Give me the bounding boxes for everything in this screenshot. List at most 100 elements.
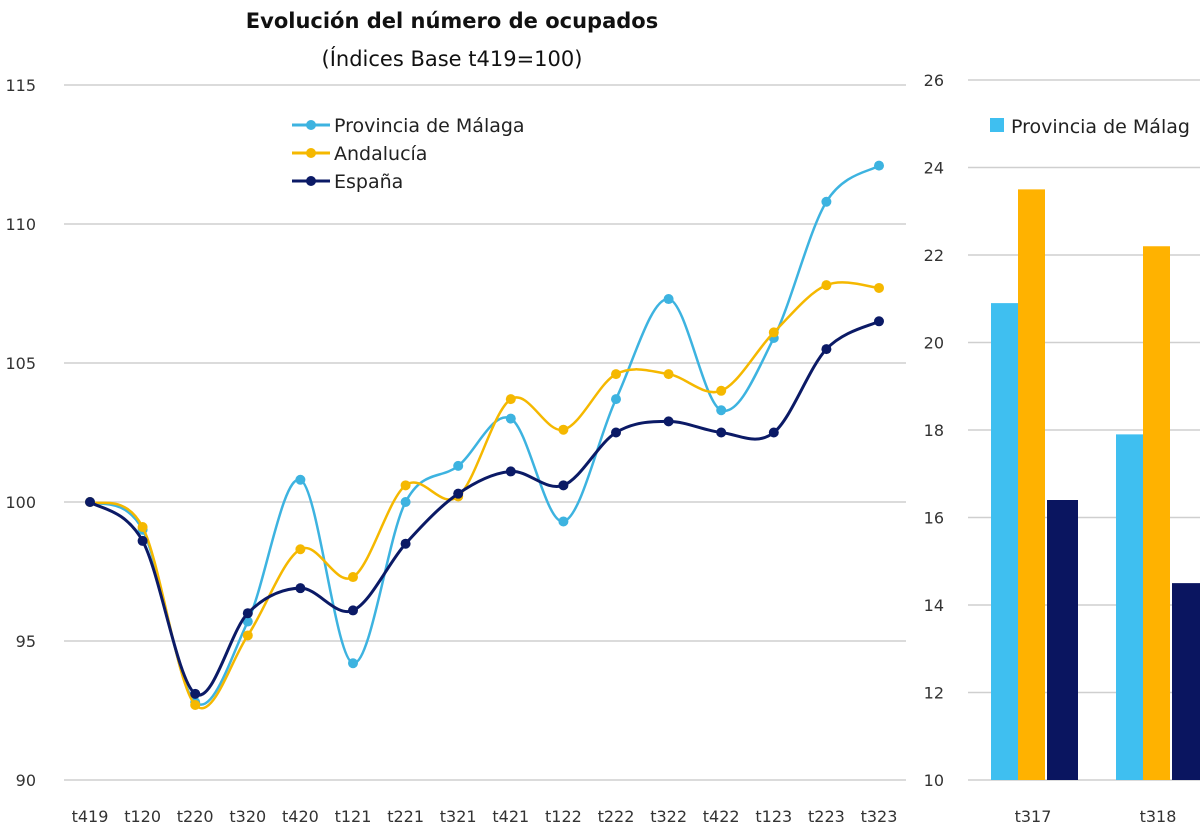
x-tick-label: t317 [1015, 807, 1052, 826]
data-point-espana-t321 [453, 488, 464, 499]
line-chart-title: Evolución del número de ocupados [246, 9, 658, 33]
data-point-provincia-de-malaga-t421 [505, 413, 516, 424]
data-point-andalucia-t223 [821, 280, 832, 291]
data-point-andalucia-t420 [295, 544, 306, 555]
line-chart-subtitle: (Índices Base t419=100) [322, 46, 583, 71]
bar-andalucia-t317 [1018, 189, 1045, 780]
y-tick-label: 90 [16, 771, 36, 790]
legend-label: Andalucía [334, 143, 427, 165]
data-point-andalucia-t421 [505, 394, 516, 405]
y-tick-label: 115 [5, 76, 36, 95]
data-point-provincia-de-malaga-t323 [874, 160, 884, 171]
data-point-espana-t422 [716, 427, 727, 438]
data-point-provincia-de-malaga-t420 [295, 474, 306, 485]
data-point-espana-t223 [821, 344, 832, 355]
line-chart-y-axis: 90 95 100 105 110 115 [5, 76, 36, 790]
data-point-provincia-de-malaga-t322 [663, 294, 674, 305]
data-point-provincia-de-malaga-t221 [400, 497, 411, 507]
series-line-espana [89, 319, 880, 697]
data-point-provincia-de-malaga-t121 [348, 658, 358, 669]
x-tick-label: t123 [755, 807, 792, 826]
data-point-provincia-de-malaga-t422 [716, 405, 727, 416]
bar-provincia-de-malaga-t317 [991, 303, 1018, 780]
data-point-espana-t220 [190, 688, 201, 699]
bar-chart-bars [991, 189, 1200, 780]
bar-andalucia-t318 [1143, 246, 1170, 780]
data-point-provincia-de-malaga-t223 [821, 196, 832, 207]
bar-provincia-de-malaga-t318 [1116, 434, 1143, 780]
data-point-andalucia-t120 [137, 522, 148, 533]
legend-item-andalucia: Andalucía [292, 143, 427, 165]
data-point-espana-t322 [663, 416, 674, 427]
x-tick-label: t122 [545, 807, 582, 826]
x-tick-label: t223 [808, 807, 845, 826]
data-point-provincia-de-malaga-t122 [558, 516, 569, 527]
series-line-provincia-de-malaga [89, 164, 880, 706]
y-tick-label: 105 [5, 354, 36, 373]
data-point-espana-t320 [242, 608, 253, 619]
data-point-provincia-de-malaga-t320 [242, 616, 253, 627]
data-point-espana-t123 [768, 427, 779, 438]
data-point-andalucia-t121 [348, 572, 358, 583]
data-point-espana-t222 [611, 427, 621, 438]
data-point-espana-t221 [400, 538, 411, 549]
data-point-andalucia-t122 [558, 424, 569, 435]
data-point-espana-t421 [505, 466, 516, 477]
line-chart-legend: Provincia de Málaga Andalucía España [292, 115, 525, 193]
x-tick-label: t419 [72, 807, 109, 826]
legend-item-provincia-de-malaga: Provincia de Málaga [292, 115, 525, 137]
y-tick-label: 26 [924, 71, 944, 90]
legend-label: Provincia de Málaga [334, 115, 525, 137]
data-point-espana-t121 [348, 605, 358, 616]
x-tick-label: t220 [177, 807, 214, 826]
line-chart-series [85, 160, 884, 710]
x-tick-label: t320 [229, 807, 266, 826]
legend-marker-icon [306, 148, 316, 158]
x-tick-label: t321 [440, 807, 477, 826]
legend-item-espana: España [292, 171, 403, 193]
data-point-andalucia-t222 [611, 369, 621, 380]
y-tick-label: 110 [5, 215, 36, 234]
line-chart-gridlines [64, 84, 906, 781]
bar-chart-y-axis: 10 12 14 16 18 20 22 24 26 [924, 71, 944, 790]
x-tick-label: t222 [598, 807, 635, 826]
data-point-espana-t419 [85, 497, 95, 507]
data-point-andalucia-t320 [242, 630, 253, 641]
legend-label: Provincia de Málag [1011, 116, 1190, 138]
legend-marker-icon [306, 176, 316, 186]
y-tick-label: 100 [5, 493, 36, 512]
data-point-espana-t323 [874, 316, 884, 327]
legend-swatch-icon [990, 118, 1004, 132]
y-tick-label: 14 [924, 596, 944, 615]
legend-marker-icon [306, 120, 316, 130]
series-provincia-de-malaga [85, 160, 884, 708]
x-tick-label: t422 [703, 807, 740, 826]
data-point-andalucia-t221 [400, 480, 411, 491]
x-tick-label: t121 [335, 807, 372, 826]
x-tick-label: t221 [387, 807, 424, 826]
series-andalucia [85, 280, 884, 710]
data-point-andalucia-t422 [716, 385, 727, 396]
line-chart-x-axis: t419 t120 t220 t320 t420 t121 t221 t321 t421 t122… [72, 807, 898, 826]
x-tick-label: t323 [861, 807, 898, 826]
data-point-andalucia-t322 [663, 369, 674, 380]
y-tick-label: 10 [924, 771, 944, 790]
data-point-provincia-de-malaga-t222 [611, 394, 621, 405]
y-tick-label: 22 [924, 246, 944, 265]
bar-chart-legend: Provincia de Málag [990, 116, 1190, 138]
y-tick-label: 20 [924, 334, 944, 353]
bar-espana-t317 [1047, 500, 1078, 780]
y-tick-label: 12 [924, 684, 944, 703]
x-tick-label: t318 [1140, 807, 1177, 826]
y-tick-label: 24 [924, 159, 944, 178]
series-espana [85, 316, 884, 699]
y-tick-label: 95 [16, 632, 36, 651]
legend-label: España [334, 171, 403, 193]
data-point-andalucia-t323 [874, 282, 884, 293]
data-point-espana-t120 [137, 535, 148, 546]
data-point-provincia-de-malaga-t321 [453, 460, 464, 471]
legend-item-provincia-de-malaga: Provincia de Málag [990, 116, 1190, 138]
data-point-andalucia-t220 [190, 699, 201, 710]
x-tick-label: t421 [492, 807, 529, 826]
